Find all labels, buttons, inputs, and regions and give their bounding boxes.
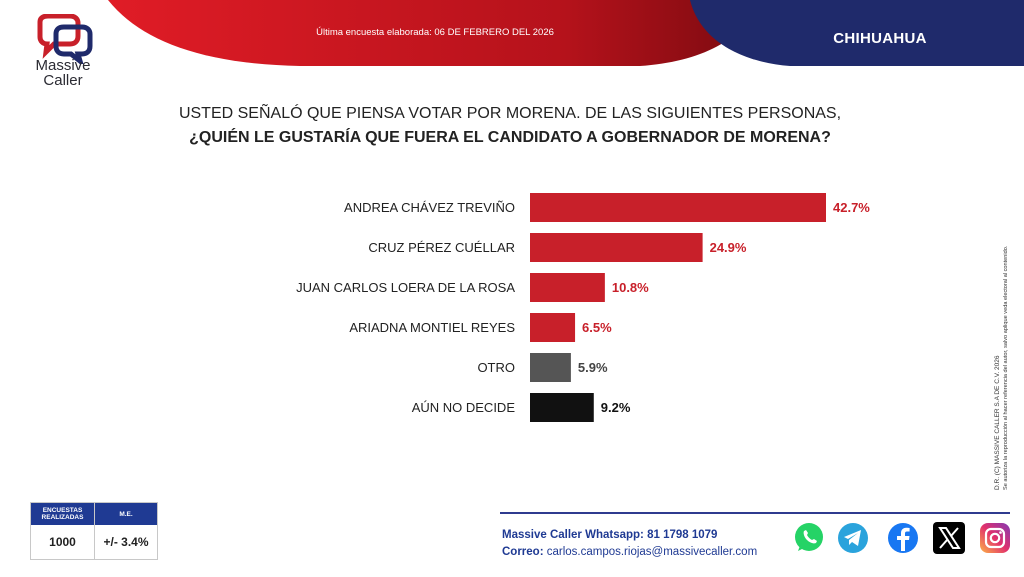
value-label-1: 24.9% — [710, 240, 747, 255]
category-label-0: ANDREA CHÁVEZ TREVIÑO — [344, 200, 515, 215]
instagram-icon[interactable] — [978, 521, 1012, 555]
value-label-2: 10.8% — [612, 280, 649, 295]
question-line1: USTED SEÑALÓ QUE PIENSA VOTAR POR MORENA… — [178, 105, 842, 122]
value-label-5: 9.2% — [601, 400, 631, 415]
bar-4 — [530, 353, 571, 382]
bar-0 — [530, 193, 826, 222]
value-label-3: 6.5% — [582, 320, 612, 335]
value-label-0: 42.7% — [833, 200, 870, 215]
bar-5 — [530, 393, 594, 422]
question: USTED SEÑALÓ QUE PIENSA VOTAR POR MORENA… — [110, 102, 910, 150]
footer-divider — [500, 512, 1010, 514]
stats-margin-value: +/- 3.4% — [103, 535, 149, 549]
copyright-line2: Se autoriza la reproducción al hacer ref… — [1003, 245, 1009, 490]
copyright-line1: D.R. (C) MASSIVE CALLER S.A DE C.V. 2026 — [994, 355, 1001, 490]
question-line2: ¿QUIÉN LE GUSTARÍA QUE FUERA EL CANDIDAT… — [189, 129, 831, 146]
chart-svg: ANDREA CHÁVEZ TREVIÑO 42.7% CRUZ PÉREZ CUÉ… — [296, 193, 870, 422]
whatsapp-icon[interactable] — [792, 521, 826, 555]
category-label-2: JUAN CARLOS LOERA DE LA ROSA — [296, 280, 515, 295]
stats-header: ENCUESTAS REALIZADAS M.E. — [31, 503, 157, 525]
email-value: carlos.campos.riojas@massivecaller.com — [543, 546, 758, 558]
copyright-note: D.R. (C) MASSIVE CALLER S.A DE C.V. 2026… — [992, 120, 1010, 490]
brand-logo — [26, 13, 106, 94]
bar-3 — [530, 313, 576, 342]
category-label-3: ARIADNA MONTIEL REYES — [349, 320, 515, 335]
survey-stats-table: ENCUESTAS REALIZADAS M.E. 1000 +/- 3.4% — [30, 502, 158, 560]
contact-info: Massive Caller Whatsapp: 81 1798 1079 Co… — [502, 527, 757, 561]
bar-1 — [530, 233, 703, 262]
email-contact: Correo: carlos.campos.riojas@massivecall… — [502, 544, 757, 561]
header-band — [0, 0, 1024, 70]
stats-values: 1000 +/- 3.4% — [31, 525, 157, 559]
bar-chart: ANDREA CHÁVEZ TREVIÑO 42.7% CRUZ PÉREZ CUÉ… — [0, 180, 1024, 440]
stats-surveys-value: 1000 — [31, 525, 95, 559]
whatsapp-value: 81 1798 1079 — [643, 529, 718, 541]
brand-line2: Caller — [43, 72, 83, 89]
x-icon[interactable] — [932, 521, 966, 555]
speech-bubbles-icon — [37, 13, 93, 68]
category-label-1: CRUZ PÉREZ CUÉLLAR — [368, 240, 515, 255]
brand-name: Massive Caller — [18, 58, 108, 88]
category-label-4: OTRO — [477, 360, 515, 375]
whatsapp-key: Massive Caller Whatsapp: — [502, 529, 644, 541]
bar-2 — [530, 273, 605, 302]
brand-line1: Massive — [35, 57, 91, 74]
value-label-4: 5.9% — [578, 360, 608, 375]
facebook-icon[interactable] — [886, 521, 920, 555]
stats-header-surveys: ENCUESTAS REALIZADAS — [31, 503, 95, 525]
email-key: Correo: — [502, 546, 544, 558]
category-label-5: AÚN NO DECIDE — [412, 400, 516, 415]
survey-date: Última encuesta elaborada: 06 DE FEBRERO… — [316, 27, 554, 38]
state-label: CHIHUAHUA — [833, 30, 927, 47]
telegram-icon[interactable] — [836, 521, 870, 555]
stats-header-margin: M.E. — [119, 510, 133, 518]
whatsapp-contact: Massive Caller Whatsapp: 81 1798 1079 — [502, 527, 757, 544]
